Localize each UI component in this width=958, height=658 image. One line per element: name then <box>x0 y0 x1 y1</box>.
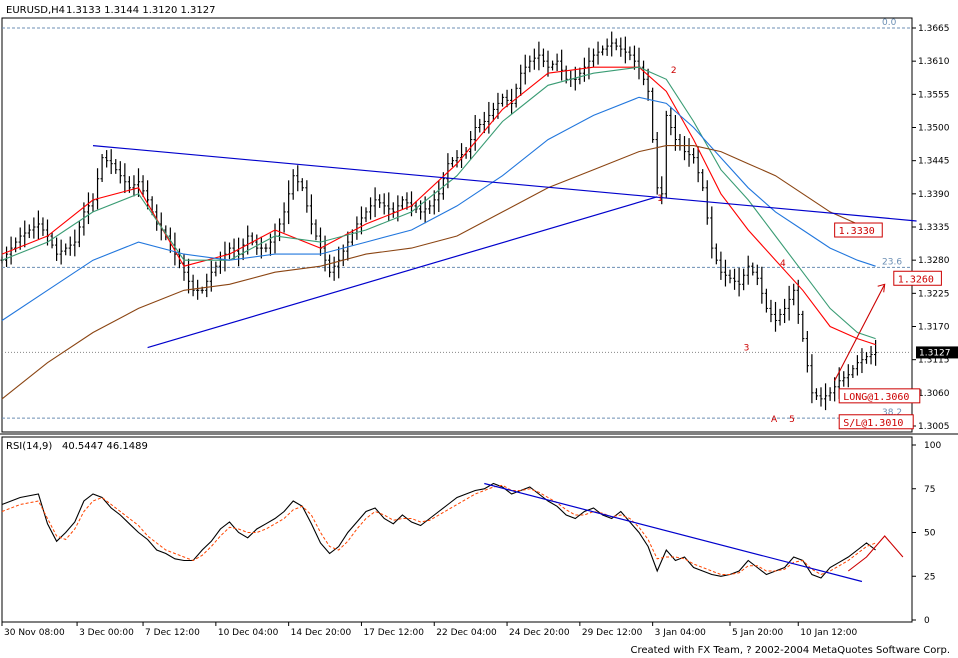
time-axis-label: 3 Jan 04:00 <box>655 628 707 638</box>
rsi-pane-frame <box>1 436 913 623</box>
price-tick-label: 1.3060 <box>918 389 950 399</box>
price-box-label: S/L@1.3010 <box>843 418 903 429</box>
wave-label: 1 <box>657 194 663 204</box>
price-box-label: 1.3330 <box>839 226 875 237</box>
price-tick-label: 1.3335 <box>918 223 950 233</box>
price-tick-label: 1.3115 <box>918 356 950 366</box>
price-box <box>838 388 921 404</box>
price-tick-label: 1.3390 <box>918 190 950 200</box>
time-axis-label: 3 Dec 00:00 <box>79 628 134 638</box>
time-axis-label: 10 Dec 04:00 <box>218 628 279 638</box>
wave-label: 2 <box>671 66 677 76</box>
price-tick-label: 1.3225 <box>918 289 950 299</box>
price-tick-label: 1.3500 <box>918 124 950 134</box>
rsi-projection-arrow <box>847 535 904 572</box>
price-tick-label: 1.3555 <box>918 90 950 100</box>
rsi-tick-label: 0 <box>924 616 930 626</box>
time-axis-label: 30 Nov 08:00 <box>4 628 65 638</box>
price-projection-arrow <box>834 284 886 382</box>
price-tick-label: 1.3665 <box>918 24 950 34</box>
wave-label: 5 <box>789 415 795 425</box>
moving-average-line <box>1 66 876 340</box>
rsi-trendline <box>484 482 863 583</box>
time-axis-label: 17 Dec 12:00 <box>363 628 424 638</box>
time-axis-label: 7 Dec 12:00 <box>145 628 200 638</box>
wave-label: 3 <box>744 344 750 354</box>
symbol-label: EURUSD,H4 <box>6 5 65 16</box>
price-box-label: 1.3260 <box>898 274 934 285</box>
price-pane-frame <box>1 17 913 433</box>
time-axis-label: 14 Dec 20:00 <box>291 628 352 638</box>
current-price-label: 1.3127 <box>919 348 951 358</box>
rsi-tick-label: 100 <box>924 441 941 451</box>
rsi-label: RSI(14,9) <box>6 441 52 452</box>
moving-average-line <box>1 66 876 346</box>
ohlc-values: 1.3133 1.3144 1.3120 1.3127 <box>66 5 216 16</box>
time-axis-label: 22 Dec 04:00 <box>436 628 497 638</box>
time-axis-label: 29 Dec 12:00 <box>582 628 643 638</box>
wave-label: A <box>771 415 778 425</box>
price-tick-label: 1.3280 <box>918 256 950 266</box>
moving-average-line <box>1 145 876 400</box>
price-box <box>838 414 914 430</box>
rsi-series-line <box>1 484 876 576</box>
price-tick-label: 1.3005 <box>918 422 950 432</box>
rsi-tick-label: 25 <box>924 572 935 582</box>
moving-average-line <box>1 96 876 321</box>
rsi-series-line <box>1 482 876 579</box>
rsi-values: 40.5447 46.1489 <box>62 441 148 452</box>
price-projection-arrowhead <box>877 283 886 293</box>
price-trendline <box>147 196 658 349</box>
price-tick-label: 1.3445 <box>918 157 950 167</box>
time-axis-label: 10 Jan 12:00 <box>800 628 857 638</box>
fib-level-label: 23.6 <box>882 257 902 267</box>
price-box <box>834 222 883 238</box>
price-box-label: LONG@1.3060 <box>843 392 909 403</box>
fib-level-label: 0.0 <box>882 18 897 28</box>
rsi-tick-label: 75 <box>924 485 935 495</box>
rsi-tick-label: 50 <box>924 529 936 539</box>
price-box <box>893 270 942 286</box>
price-tick-label: 1.3610 <box>918 57 950 67</box>
footer-credit: Created with FX Team, ? 2002-2004 MetaQu… <box>630 645 950 656</box>
time-axis-label: 5 Jan 20:00 <box>732 628 784 638</box>
price-tick-label: 1.3170 <box>918 323 950 333</box>
fib-level-label: 38.2 <box>882 408 902 418</box>
price-trendline <box>92 144 917 222</box>
current-price-tag <box>916 346 958 359</box>
wave-label: 4 <box>780 259 786 269</box>
time-axis-label: 24 Dec 20:00 <box>509 628 570 638</box>
